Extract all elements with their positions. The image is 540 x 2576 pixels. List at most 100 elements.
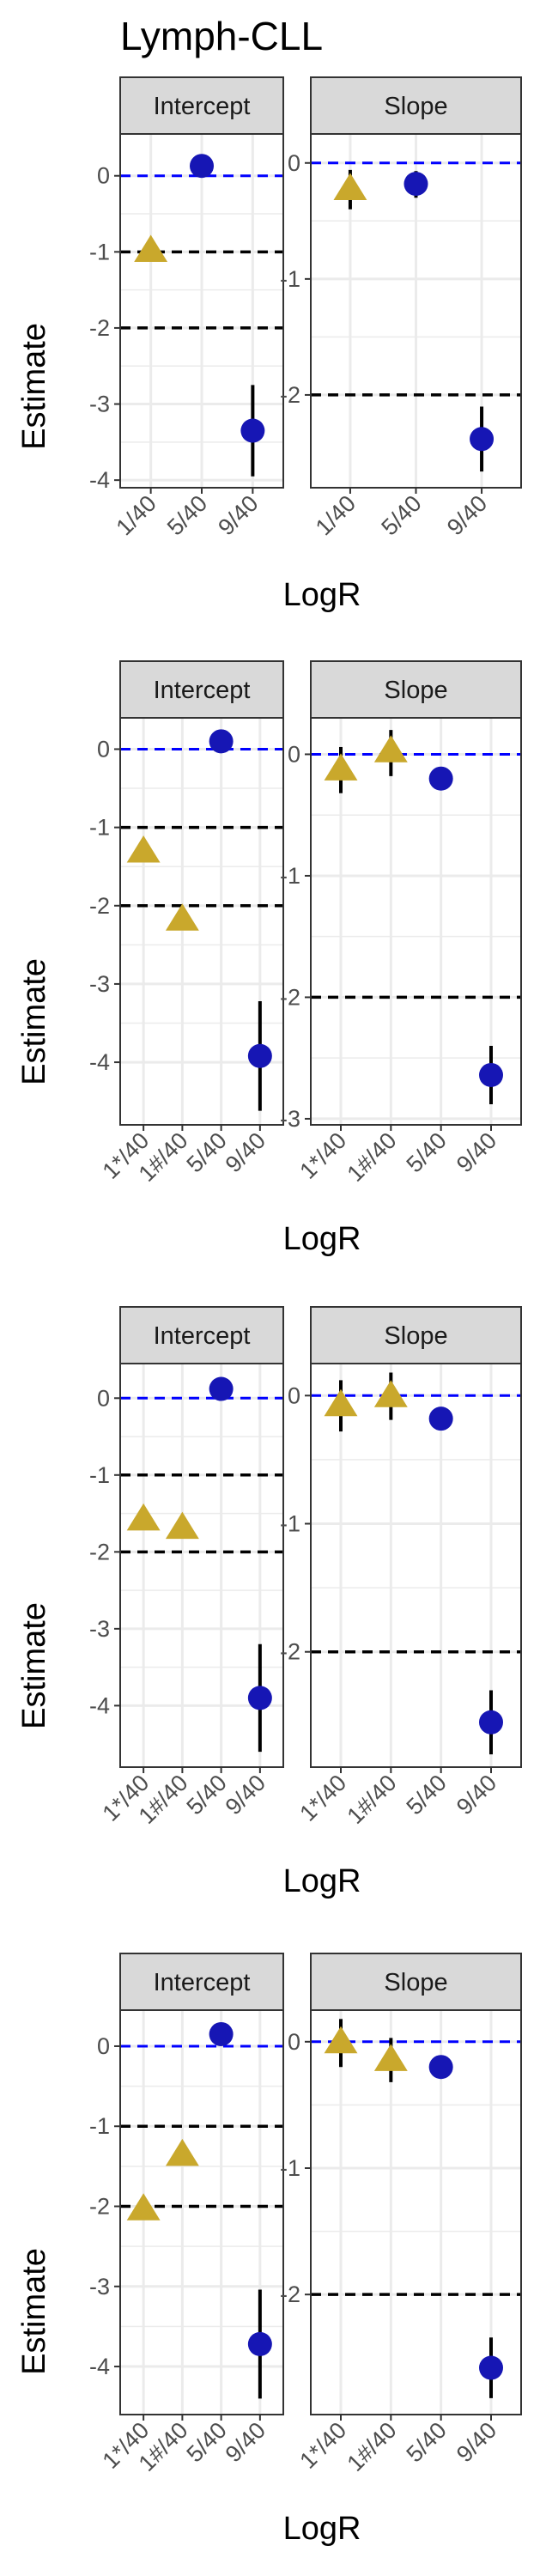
x-axis-title: LogR xyxy=(283,2511,361,2547)
data-point-triangle xyxy=(126,835,161,863)
facet-strip-label: Slope xyxy=(384,677,447,704)
data-point-circle xyxy=(479,1062,503,1087)
y-tick-label: -1 xyxy=(280,2155,300,2181)
x-axis-title: LogR xyxy=(283,577,361,613)
y-tick-label: -4 xyxy=(89,1692,110,1718)
data-point-circle xyxy=(240,418,265,443)
y-tick-label: -2 xyxy=(280,1639,300,1665)
data-point-triangle xyxy=(373,2044,408,2071)
y-tick-label: -1 xyxy=(280,863,300,889)
y-tick-label: -2 xyxy=(280,2281,300,2307)
data-point-circle xyxy=(428,1406,453,1431)
data-point-triangle xyxy=(165,903,199,931)
x-tick-label: 1#/40 xyxy=(343,2417,402,2476)
x-tick-label: 1#/40 xyxy=(343,1770,402,1829)
y-axis-title: Estimate xyxy=(16,1602,52,1729)
x-tick-label: 5/40 xyxy=(181,1770,231,1820)
y-axis-title: Estimate xyxy=(16,2248,52,2375)
y-tick-label: 0 xyxy=(288,741,300,767)
x-tick-label: 1/40 xyxy=(311,490,361,540)
data-point-circle xyxy=(247,1043,272,1068)
y-tick-label: -2 xyxy=(89,893,110,919)
x-tick-label: 5/40 xyxy=(162,490,212,540)
x-tick-label: 9/40 xyxy=(221,2417,270,2467)
facet-strip xyxy=(119,1953,284,2011)
data-point-circle xyxy=(209,1376,234,1401)
facet-strip xyxy=(310,1306,522,1364)
y-tick-label: -4 xyxy=(89,2354,110,2379)
facet-strip-label: Slope xyxy=(384,1969,447,1996)
y-tick-label: -1 xyxy=(89,1462,110,1488)
y-tick-label: 0 xyxy=(97,163,110,189)
x-tick-label: 9/40 xyxy=(213,490,263,540)
panel-border xyxy=(119,717,284,1126)
plot-background xyxy=(311,1364,521,1767)
data-point-triangle xyxy=(324,2026,358,2054)
facet-panel-8: Slope 0 -1 -2 1*/401#/40 5/40 9/40 xyxy=(280,1953,522,2476)
y-tick-label: -3 xyxy=(89,392,110,417)
chart-title: Lymph-CLL xyxy=(120,14,323,58)
facet-strip xyxy=(310,660,522,719)
data-point-circle xyxy=(479,1710,503,1735)
facet-panel-4: Slope 0 -1 -2 -31*/401#/40 5/40 9/40 xyxy=(280,660,522,1187)
x-tick-label: 9/40 xyxy=(221,1770,270,1820)
data-point-circle xyxy=(428,766,453,791)
y-tick-label: 0 xyxy=(97,1385,110,1411)
y-tick-label: -4 xyxy=(89,467,110,493)
plot-background xyxy=(311,718,521,1125)
y-tick-label: -1 xyxy=(89,815,110,841)
plot-background xyxy=(311,2010,521,2415)
y-tick-label: -2 xyxy=(280,984,300,1010)
x-tick-label: 5/40 xyxy=(402,1127,452,1177)
x-tick-label: 5/40 xyxy=(402,2417,452,2467)
data-point-circle xyxy=(403,172,428,197)
panel-border xyxy=(310,717,522,1126)
data-point-circle xyxy=(247,2331,272,2356)
data-point-triangle xyxy=(134,234,168,263)
x-tick-label: 5/40 xyxy=(181,1127,231,1177)
facet-strip-label: Slope xyxy=(384,93,447,120)
data-point-circle xyxy=(209,729,234,754)
x-tick-label: 9/40 xyxy=(221,1127,270,1177)
data-point-triangle xyxy=(324,1388,358,1417)
y-tick-label: -4 xyxy=(89,1049,110,1075)
y-tick-label: 0 xyxy=(288,150,300,176)
facet-strip xyxy=(119,660,284,719)
x-tick-label: 5/40 xyxy=(376,490,426,540)
x-tick-label: 1*/40 xyxy=(294,1127,351,1184)
x-tick-label: 5/40 xyxy=(402,1770,452,1820)
x-axis-title: LogR xyxy=(283,1863,361,1899)
facet-strip xyxy=(310,1953,522,2011)
data-point-triangle xyxy=(373,1380,408,1407)
y-axis-title: Estimate xyxy=(16,958,52,1085)
y-tick-label: -2 xyxy=(280,382,300,408)
y-tick-label: -2 xyxy=(89,315,110,341)
x-tick-label: 9/40 xyxy=(452,2417,501,2467)
panel-border xyxy=(119,1363,284,1768)
data-point-circle xyxy=(190,154,214,179)
x-tick-label: 9/40 xyxy=(442,490,492,540)
data-point-triangle xyxy=(165,1511,199,1540)
x-axis-title: LogR xyxy=(283,1221,361,1257)
y-tick-label: -1 xyxy=(89,239,110,264)
panel-border xyxy=(310,2009,522,2415)
x-tick-label: 1#/40 xyxy=(343,1127,402,1187)
y-tick-label: -3 xyxy=(89,971,110,997)
y-tick-label: -3 xyxy=(280,1106,300,1132)
y-tick-label: -1 xyxy=(280,1511,300,1537)
data-point-circle xyxy=(470,427,494,452)
x-tick-label: 9/40 xyxy=(452,1770,501,1820)
y-tick-label: -1 xyxy=(89,2113,110,2139)
x-tick-label: 5/40 xyxy=(181,2417,231,2467)
data-point-circle xyxy=(479,2355,503,2380)
y-tick-label: -3 xyxy=(89,2274,110,2300)
data-point-triangle xyxy=(333,173,367,200)
x-tick-label: 1/40 xyxy=(111,490,161,540)
facet-panel-6: Slope 0 -1 -2 1*/401#/40 5/40 9/40 xyxy=(280,1306,522,1829)
x-tick-label: 9/40 xyxy=(452,1127,501,1177)
facet-strip xyxy=(119,76,284,135)
